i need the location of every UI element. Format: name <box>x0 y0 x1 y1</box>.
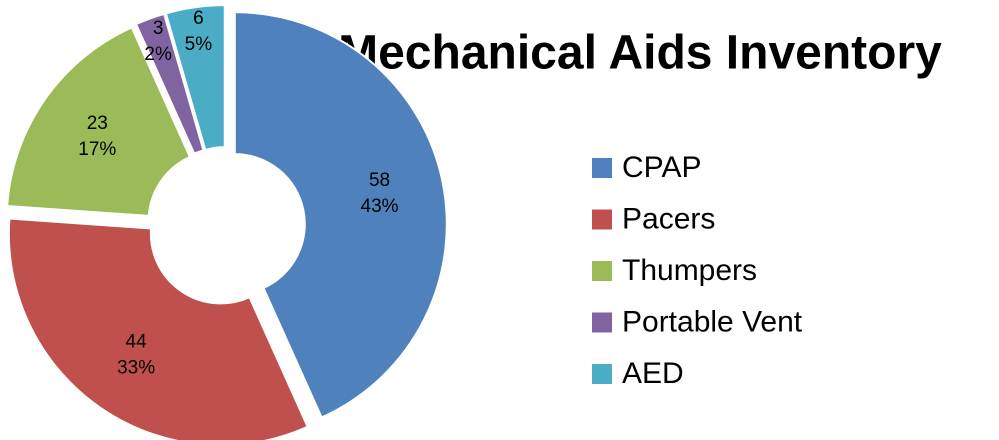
slice <box>134 12 205 156</box>
legend-label: AED <box>622 357 684 390</box>
legend-swatch <box>592 158 612 178</box>
legend-swatch <box>592 364 612 384</box>
slice <box>7 217 310 440</box>
percent-label: 17% <box>78 139 116 160</box>
legend-swatch <box>592 312 612 333</box>
data-label: 23 <box>87 113 108 134</box>
legend-label: Portable Vent <box>622 305 803 338</box>
legend-label: CPAP <box>622 151 701 184</box>
legend-label: Thumpers <box>622 254 757 287</box>
legend-swatch <box>592 261 612 281</box>
percent-label: 5% <box>185 34 213 55</box>
legend-label: Pacers <box>622 202 715 235</box>
chart-title: Mechanical Aids Inventory <box>338 27 942 80</box>
slice <box>6 26 192 217</box>
slice <box>233 11 448 419</box>
percent-label: 43% <box>361 196 399 217</box>
slice <box>164 4 226 152</box>
data-label: 6 <box>193 8 204 29</box>
data-label: 44 <box>126 332 148 353</box>
percent-label: 33% <box>117 358 155 379</box>
percent-label: 2% <box>144 44 172 65</box>
legend-swatch <box>592 209 612 230</box>
data-label: 58 <box>369 170 390 191</box>
data-label: 3 <box>153 18 164 39</box>
